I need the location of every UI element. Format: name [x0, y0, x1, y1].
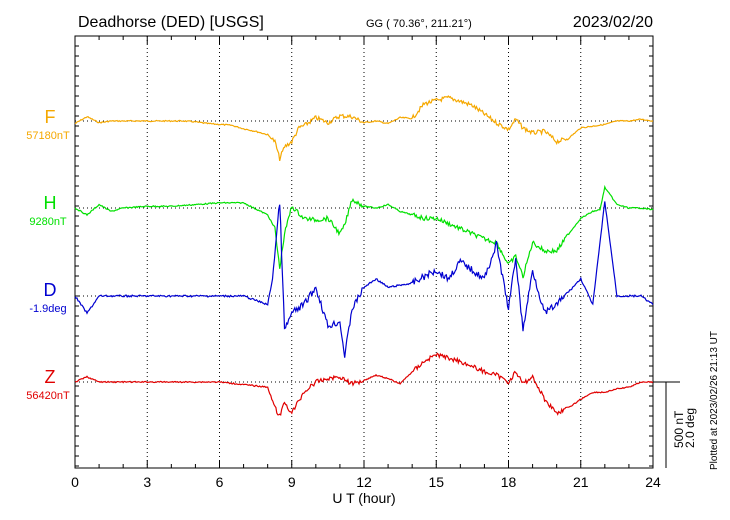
x-tick-label: 3 [143, 474, 151, 490]
series-name-H: H [44, 193, 57, 213]
x-axis-label: U T (hour) [332, 490, 395, 506]
series-baseline-F: 57180nT [26, 130, 70, 142]
plot-date: 2023/02/20 [573, 14, 653, 31]
plotted-timestamp: Plotted at 2023/02/26 21:13 UT [709, 331, 720, 470]
station-title: Deadhorse (DED) [USGS] [78, 14, 264, 31]
trace-F [74, 95, 654, 162]
x-tick-label: 24 [645, 474, 661, 490]
series-labels: F 57180nT H 9280nT D -1.9deg Z 56420nT [26, 107, 70, 402]
series-baseline-Z: 56420nT [26, 390, 70, 402]
station-coordinates: GG ( 70.36°, 211.21°) [366, 18, 472, 30]
x-tick-label: 15 [428, 474, 444, 490]
series-name-F: F [45, 107, 56, 127]
series-group [74, 95, 654, 416]
x-tick-label: 9 [288, 474, 296, 490]
trace-D [74, 201, 654, 358]
series-name-D: D [44, 280, 57, 300]
trace-H [74, 184, 654, 279]
trace-Z [74, 352, 654, 416]
x-tick-label: 12 [356, 474, 372, 490]
axis-ticks [74, 36, 654, 468]
x-tick-label: 6 [216, 474, 224, 490]
x-tick-label: 0 [71, 474, 79, 490]
series-baseline-D: -1.9deg [29, 303, 66, 315]
x-tick-label: 18 [501, 474, 517, 490]
scale-bar-label-nt: 500 nT [672, 410, 686, 448]
series-baseline-H: 9280nT [29, 216, 67, 228]
scale-bar-label-deg: 2.0 deg [683, 408, 697, 448]
plot-grid [146, 36, 582, 468]
x-tick-label: 21 [573, 474, 589, 490]
x-tick-labels: 0 3 6 9 12 15 18 21 24 [71, 474, 661, 490]
series-name-Z: Z [45, 367, 56, 387]
